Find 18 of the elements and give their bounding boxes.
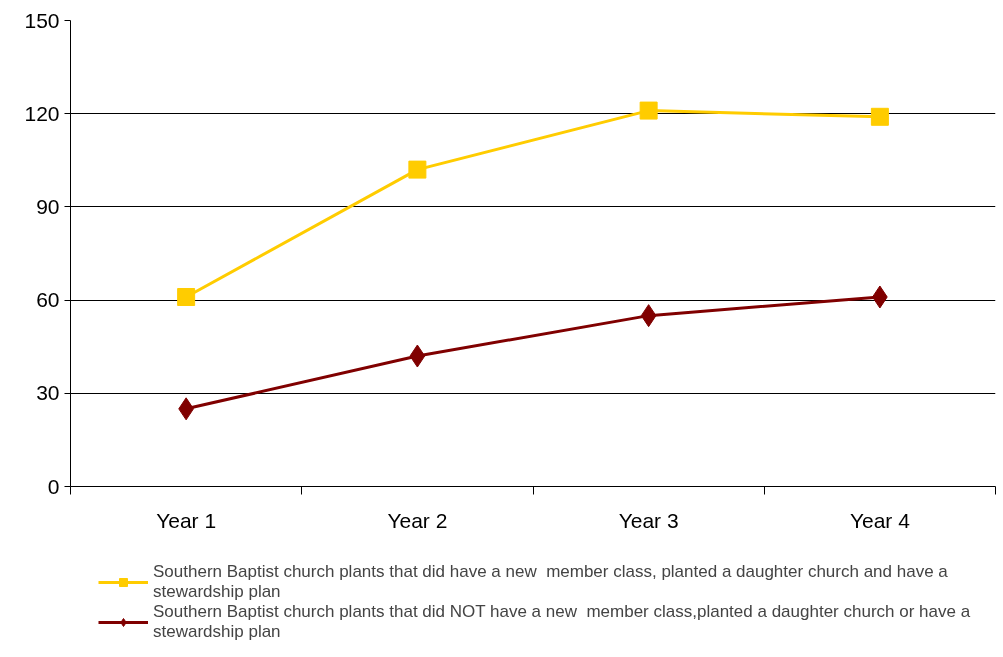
x-tick-label: Year 1 — [156, 508, 217, 532]
y-tick-label: 0 — [47, 474, 60, 498]
y-tick-label: 90 — [36, 194, 60, 218]
point — [408, 160, 427, 179]
point — [177, 287, 196, 306]
x-tick-label: Year 3 — [618, 508, 679, 532]
y-tick-label: 30 — [36, 381, 60, 405]
point — [639, 101, 658, 120]
point — [640, 304, 657, 328]
x-tick-label: Year 2 — [387, 508, 448, 532]
x-tick-label: Year 4 — [849, 508, 911, 532]
legend-label: Southern Baptist church plants that did have a new member class, planted a daughter church and have a stewardship plan — [153, 562, 948, 602]
point — [409, 344, 426, 368]
y-tick-label: 120 — [24, 101, 60, 125]
point — [870, 107, 889, 126]
legend-label: Southern Baptist church plants that did NOT have a new member class,planted a daughter church or have a stewardship plan — [153, 602, 971, 642]
y-tick-label: 60 — [36, 288, 60, 312]
y-tick-label: 150 — [24, 8, 60, 32]
